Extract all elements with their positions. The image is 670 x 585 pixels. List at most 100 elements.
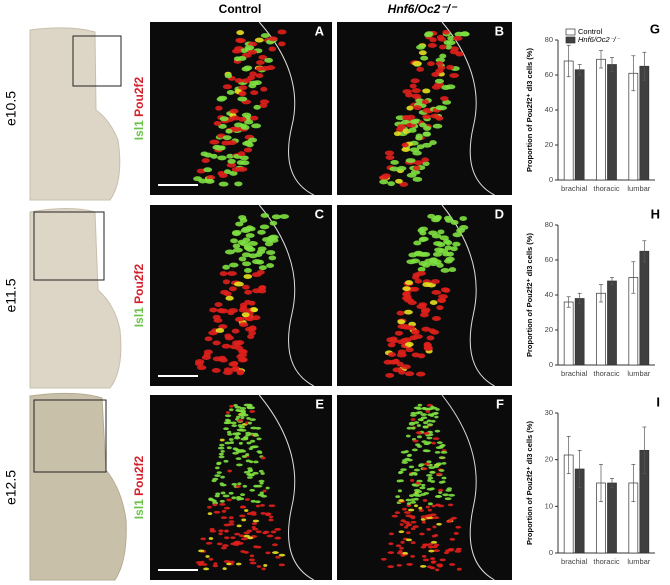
- cell: [236, 448, 241, 452]
- cell: [225, 421, 233, 425]
- cell: [434, 78, 444, 84]
- cell: [259, 481, 264, 485]
- cell: [250, 439, 256, 443]
- cell: [241, 78, 252, 84]
- cell: [411, 448, 418, 452]
- cell: [231, 48, 242, 54]
- bar: [639, 65, 650, 181]
- cell: [435, 61, 444, 66]
- cell: [241, 455, 247, 458]
- cell: [205, 541, 213, 545]
- cell: [236, 354, 244, 360]
- cell: [435, 57, 446, 63]
- cell: [234, 540, 241, 544]
- cell: [248, 41, 258, 47]
- cell: [259, 503, 265, 507]
- cell: [262, 489, 267, 493]
- cell: [405, 347, 414, 353]
- cell: [388, 532, 395, 536]
- cell: [414, 278, 423, 284]
- cell: [219, 499, 225, 503]
- cell: [396, 361, 404, 367]
- cell: [248, 468, 254, 472]
- cell: [250, 90, 259, 96]
- cell: [230, 421, 237, 425]
- cell: [432, 215, 442, 221]
- cell: [220, 483, 227, 487]
- cell: [432, 123, 443, 129]
- x-tick-label: lumbar: [627, 369, 650, 378]
- cell: [223, 169, 232, 175]
- cell: [238, 534, 245, 538]
- cell: [433, 411, 439, 415]
- error-bar: [577, 292, 582, 305]
- cell: [225, 295, 234, 301]
- cell: [423, 442, 430, 446]
- cell: [227, 271, 237, 276]
- cell: [241, 518, 247, 522]
- cell: [259, 285, 267, 290]
- cell: [435, 462, 443, 466]
- cell: [212, 314, 221, 320]
- cell: [267, 235, 277, 241]
- cell: [390, 160, 399, 165]
- cell: [436, 242, 446, 248]
- cell: [430, 329, 440, 335]
- cell: [226, 153, 234, 159]
- cell: [396, 563, 402, 567]
- cell: [263, 564, 268, 567]
- cell: [241, 412, 246, 415]
- cell: [410, 541, 416, 545]
- bar: [596, 292, 606, 366]
- cell: [255, 66, 264, 72]
- cell: [385, 372, 395, 378]
- cell: [445, 217, 453, 223]
- bar: [607, 482, 617, 554]
- cell: [261, 567, 266, 571]
- cell: [224, 536, 230, 540]
- cell: [436, 305, 444, 311]
- cell: [420, 545, 427, 549]
- y-tick-label: 0: [549, 360, 553, 369]
- cell: [260, 65, 271, 71]
- cell: [253, 432, 258, 436]
- cell: [409, 494, 415, 498]
- cell: [410, 411, 417, 415]
- cell: [278, 41, 286, 47]
- cell: [243, 470, 251, 474]
- x-tick-label: thoracic: [593, 557, 620, 566]
- cell: [447, 548, 455, 551]
- cell: [275, 555, 281, 559]
- cell: [443, 551, 450, 555]
- cell: [243, 436, 249, 440]
- section-shape: [29, 27, 121, 201]
- cell: [248, 253, 258, 259]
- cell: [222, 264, 230, 270]
- cell: [450, 46, 459, 52]
- cell: [422, 431, 430, 435]
- cell: [237, 151, 246, 157]
- cell: [406, 502, 412, 506]
- cell: [240, 349, 248, 355]
- cell: [399, 523, 404, 526]
- cell: [396, 310, 405, 316]
- cell: [413, 160, 424, 166]
- cell: [429, 140, 437, 146]
- cell: [448, 493, 456, 497]
- cell: [410, 78, 420, 84]
- y-tick-label: 20: [545, 455, 553, 464]
- cell: [237, 96, 248, 102]
- cell: [398, 530, 405, 534]
- cell: [268, 46, 277, 52]
- cell: [229, 560, 235, 564]
- cell: [456, 567, 462, 571]
- cell: [245, 459, 251, 463]
- zoom-box: [72, 35, 122, 87]
- cell: [255, 504, 261, 508]
- cell: [409, 147, 420, 153]
- cell: [222, 494, 230, 498]
- cell: [255, 73, 264, 79]
- cell: [233, 436, 241, 440]
- cell: [431, 534, 437, 538]
- cell: [256, 450, 262, 454]
